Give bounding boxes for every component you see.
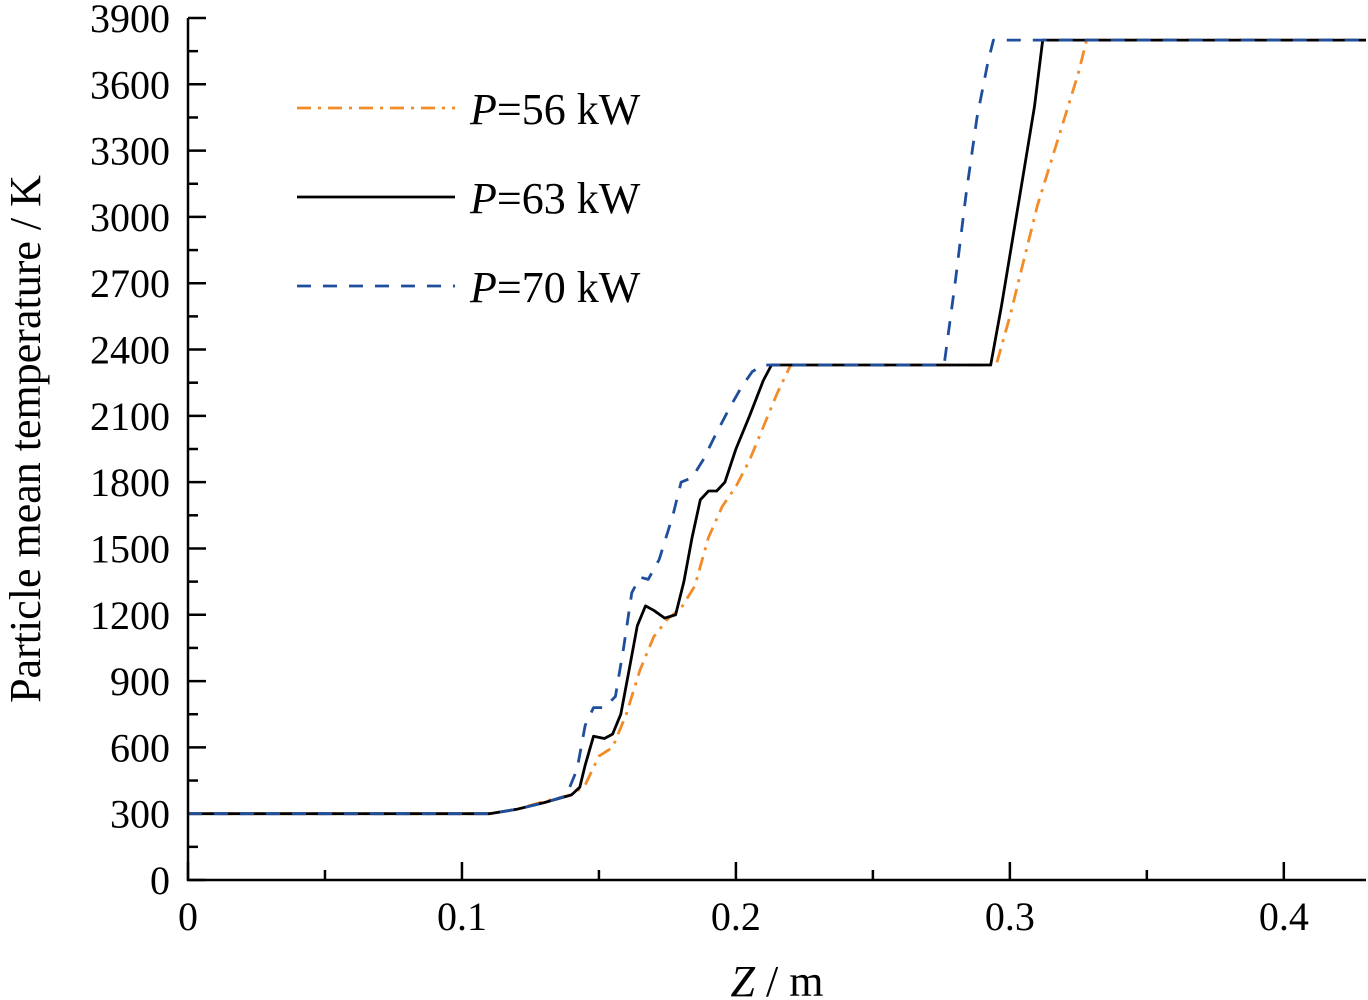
- y-tick-label: 3600: [90, 62, 170, 107]
- x-axis-title: Z / m: [731, 957, 824, 1000]
- axis-frame: [186, 18, 1366, 882]
- y-tick-label: 600: [110, 725, 170, 770]
- y-tick-label: 3300: [90, 129, 170, 174]
- legend: P=56 kW P=63 kW P=70 kW: [297, 85, 641, 312]
- x-tick-label: 0.1: [437, 894, 487, 939]
- series-line-2: [188, 38, 1366, 816]
- y-tick-label: 2100: [90, 394, 170, 439]
- legend-label-1: P=56 kW: [469, 85, 641, 134]
- legend-label-2: P=63 kW: [469, 174, 641, 223]
- y-tick-label: 3000: [90, 195, 170, 240]
- y-tick-label: 900: [110, 659, 170, 704]
- y-tick-label: 300: [110, 792, 170, 837]
- y-tick-label: 2400: [90, 328, 170, 373]
- y-tick-label: 2700: [90, 261, 170, 306]
- y-tick-label: 1200: [90, 593, 170, 638]
- x-tick-label: 0.4: [1259, 894, 1309, 939]
- series-lines: [188, 38, 1366, 816]
- y-tick-label: 1500: [90, 526, 170, 571]
- series-line-3: [188, 38, 1366, 816]
- axes: [186, 18, 1366, 882]
- y-tick-label: 3900: [90, 0, 170, 41]
- series-line-1: [188, 38, 1366, 816]
- tick-labels: 0 300 600 900 1200 1500 1800 2100 2400 2700 3000 33…: [90, 0, 1309, 939]
- y-tick-label: 0: [150, 858, 170, 903]
- tick-marks: [186, 16, 1286, 882]
- x-tick-label: 0.3: [985, 894, 1035, 939]
- y-axis-title: Particle mean temperature / K: [1, 175, 50, 703]
- legend-label-3: P=70 kW: [469, 263, 641, 312]
- x-tick-label: 0: [178, 894, 198, 939]
- x-tick-label: 0.2: [711, 894, 761, 939]
- y-tick-label: 1800: [90, 460, 170, 505]
